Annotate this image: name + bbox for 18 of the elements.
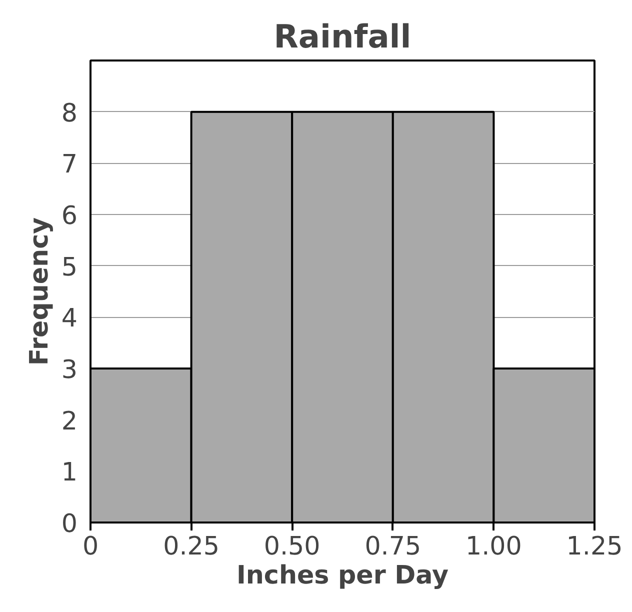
y-tick-label: 0: [61, 508, 78, 538]
x-tick-label: 0.25: [163, 530, 220, 560]
y-tick-label: 1: [61, 456, 78, 487]
x-axis-title: Inches per Day: [236, 560, 450, 590]
y-tick-label: 4: [61, 302, 78, 333]
y-tick-label: 3: [61, 354, 78, 384]
y-tick-label: 6: [61, 200, 78, 230]
y-tick-label: 5: [61, 251, 78, 282]
x-tick-label: 1.25: [566, 530, 623, 560]
y-tick-label: 8: [61, 97, 78, 128]
y-tick-label: 2: [61, 405, 78, 436]
y-axis-title: Frequency: [23, 216, 54, 366]
x-tick-label: 0.75: [364, 530, 422, 560]
chart-title: Rainfall: [274, 18, 412, 56]
x-tick-label: 0.50: [264, 530, 320, 560]
x-tick-label: 1.00: [466, 530, 522, 560]
x-tick-label: 0: [82, 530, 99, 560]
y-tick-label: 7: [61, 148, 78, 179]
